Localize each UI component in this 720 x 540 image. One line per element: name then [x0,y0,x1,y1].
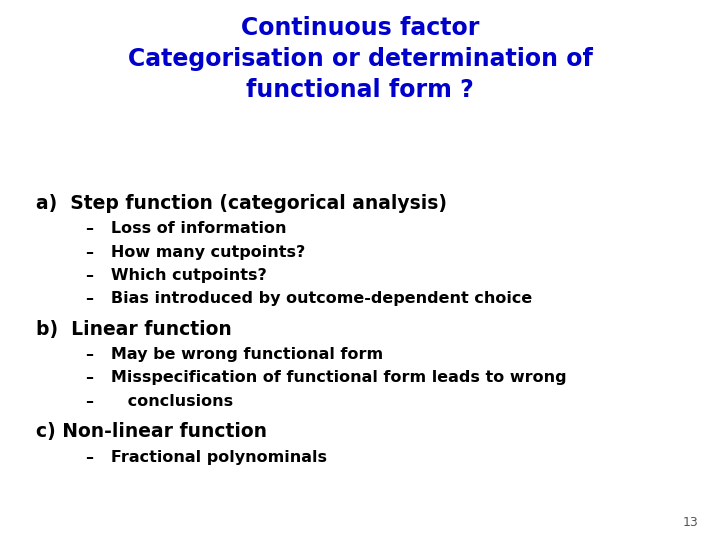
Text: 13: 13 [683,516,698,529]
Text: b)  Linear function: b) Linear function [36,320,232,339]
Text: –   Bias introduced by outcome-dependent choice: – Bias introduced by outcome-dependent c… [86,291,533,306]
Text: Continuous factor
Categorisation or determination of
functional form ?: Continuous factor Categorisation or dete… [127,16,593,102]
Text: –   May be wrong functional form: – May be wrong functional form [86,347,384,362]
Text: –   Fractional polynominals: – Fractional polynominals [86,450,328,465]
Text: –   Misspecification of functional form leads to wrong: – Misspecification of functional form le… [86,370,567,386]
Text: –   How many cutpoints?: – How many cutpoints? [86,245,306,260]
Text: –   Loss of information: – Loss of information [86,221,287,237]
Text: –      conclusions: – conclusions [86,394,233,409]
Text: a)  Step function (categorical analysis): a) Step function (categorical analysis) [36,194,447,213]
Text: c) Non-linear function: c) Non-linear function [36,422,267,441]
Text: –   Which cutpoints?: – Which cutpoints? [86,268,267,283]
